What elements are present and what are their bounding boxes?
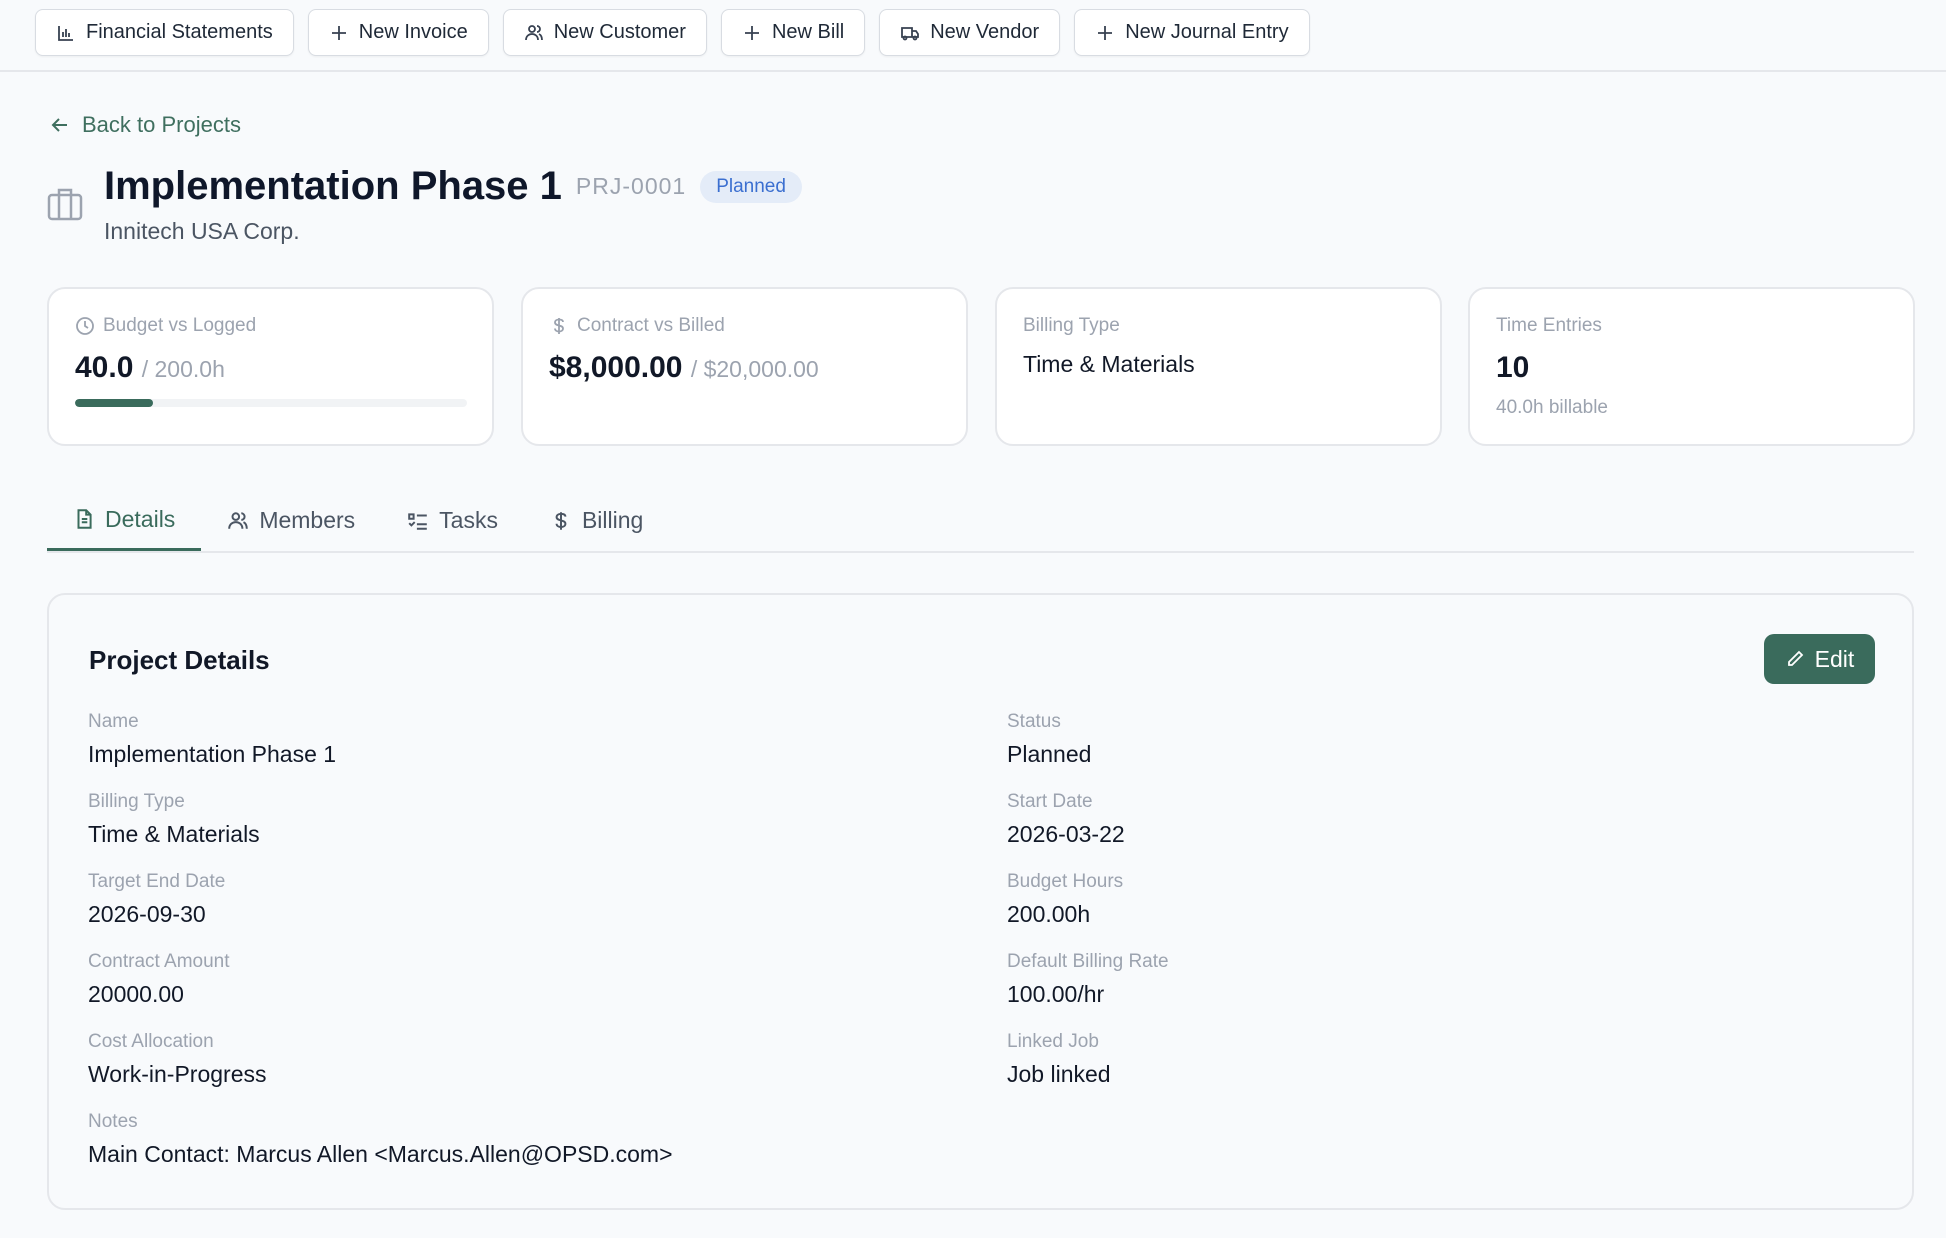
field-label: Billing Type — [88, 791, 185, 812]
budget-progress-bar — [75, 399, 467, 407]
truck-icon — [901, 26, 920, 40]
detail-field: Budget Hours 200.00h — [1007, 871, 1123, 928]
back-to-projects-link[interactable]: Back to Projects — [50, 112, 241, 138]
new-invoice-button[interactable]: New Invoice — [307, 9, 489, 56]
financial-statements-button[interactable]: Financial Statements — [35, 9, 294, 56]
tab-label: Tasks — [439, 507, 498, 533]
field-label: Status — [1007, 711, 1061, 732]
field-label: Linked Job — [1007, 1031, 1099, 1052]
field-label: Start Date — [1007, 791, 1093, 812]
button-label: Financial Statements — [86, 21, 273, 43]
project-header: Implementation Phase 1 PRJ-0001 Planned — [104, 164, 802, 209]
tab-billing[interactable]: Billing — [524, 490, 669, 551]
users-icon — [228, 511, 249, 529]
billed-amount: $8,000.00 — [549, 351, 683, 384]
quick-actions-toolbar: Financial Statements New Invoice New Cus… — [0, 0, 1946, 72]
budget-hours: / 200.0h — [141, 356, 225, 382]
time-entries-count: 10 — [1496, 351, 1530, 384]
detail-field: Contract Amount 20000.00 — [88, 951, 230, 1008]
card-label: Budget vs Logged — [103, 315, 257, 336]
status-badge: Planned — [700, 170, 802, 203]
tab-members[interactable]: Members — [201, 490, 381, 551]
card-label: Billing Type — [1023, 315, 1120, 336]
detail-field: Start Date 2026-03-22 — [1007, 791, 1125, 848]
project-details-panel: Project Details Edit Name Implementation … — [47, 593, 1914, 1210]
card-label: Contract vs Billed — [577, 315, 725, 336]
bar-chart-icon — [58, 25, 73, 41]
detail-field: Default Billing Rate 100.00/hr — [1007, 951, 1169, 1008]
time-entries-card: Time Entries 10 40.0h billable — [1468, 287, 1915, 446]
field-value: Work-in-Progress — [88, 1061, 267, 1087]
button-label: New Vendor — [930, 21, 1040, 43]
button-label: New Journal Entry — [1125, 21, 1289, 43]
tab-tasks[interactable]: Tasks — [381, 490, 524, 551]
button-label: New Invoice — [358, 21, 468, 43]
detail-field: Target End Date 2026-09-30 — [88, 871, 225, 928]
detail-field: Linked Job Job linked — [1007, 1031, 1111, 1088]
field-value: Implementation Phase 1 — [88, 741, 337, 767]
users-icon — [524, 24, 543, 40]
tab-label: Details — [105, 505, 176, 532]
detail-field: Name Implementation Phase 1 — [88, 711, 336, 768]
new-vendor-button[interactable]: New Vendor — [879, 9, 1061, 56]
dollar-icon — [554, 318, 564, 334]
field-label: Budget Hours — [1007, 871, 1124, 892]
dollar-icon — [555, 511, 567, 530]
field-value: 200.00h — [1007, 901, 1091, 927]
field-value: 20000.00 — [88, 981, 184, 1007]
plus-icon — [331, 25, 346, 40]
customer-name: Innitech USA Corp. — [104, 218, 300, 244]
tab-label: Members — [259, 507, 356, 533]
list-checks-icon — [408, 512, 427, 530]
field-value: Time & Materials — [88, 821, 260, 847]
field-value: Job linked — [1007, 1061, 1111, 1087]
briefcase-icon — [47, 188, 83, 221]
detail-field: Cost Allocation Work-in-Progress — [88, 1031, 267, 1088]
clock-icon — [76, 317, 94, 335]
field-value: 100.00/hr — [1007, 981, 1105, 1007]
section-title: Project Details — [89, 645, 270, 675]
edit-button[interactable]: Edit — [1764, 634, 1875, 684]
field-value: Planned — [1007, 741, 1092, 767]
budget-card: Budget vs Logged 40.0 / 200.0h — [47, 287, 494, 446]
tab-details[interactable]: Details — [47, 490, 202, 551]
plus-icon — [1098, 25, 1113, 40]
document-icon — [77, 509, 92, 529]
billing-type-card: Billing Type Time & Materials — [995, 287, 1442, 446]
card-label: Time Entries — [1496, 315, 1602, 336]
plus-icon — [744, 25, 759, 40]
button-label: New Bill — [771, 21, 845, 43]
field-value: Main Contact: Marcus Allen <Marcus.Allen… — [88, 1141, 673, 1167]
billable-hours: 40.0h billable — [1496, 397, 1608, 418]
detail-field: Billing Type Time & Materials — [88, 791, 260, 848]
field-value: 2026-03-22 — [1007, 821, 1125, 847]
field-label: Name — [88, 711, 139, 732]
billing-type-value: Time & Materials — [1023, 351, 1195, 377]
field-label: Contract Amount — [88, 951, 230, 972]
project-code: PRJ-0001 — [575, 173, 687, 199]
new-journal-entry-button[interactable]: New Journal Entry — [1074, 9, 1310, 56]
tab-label: Billing — [581, 507, 644, 533]
pencil-icon — [1787, 650, 1803, 666]
field-label: Cost Allocation — [88, 1031, 214, 1052]
field-label: Notes — [88, 1111, 138, 1132]
tab-bar: Details Members Tasks Billing — [47, 490, 1914, 553]
contract-card: Contract vs Billed $8,000.00 / $20,000.0… — [521, 287, 968, 446]
new-customer-button[interactable]: New Customer — [502, 9, 707, 56]
edit-label: Edit — [1814, 645, 1855, 672]
new-bill-button[interactable]: New Bill — [720, 9, 866, 56]
field-label: Target End Date — [88, 871, 226, 892]
page-title: Implementation Phase 1 — [104, 164, 562, 208]
detail-field: Notes Main Contact: Marcus Allen <Marcus.… — [88, 1111, 673, 1168]
progress-fill — [75, 399, 154, 407]
button-label: New Customer — [553, 21, 686, 43]
arrow-left-icon — [51, 118, 67, 132]
field-value: 2026-09-30 — [88, 901, 206, 927]
detail-field: Status Planned — [1007, 711, 1091, 768]
back-link-label: Back to Projects — [82, 112, 241, 137]
contract-amount: / $20,000.00 — [690, 356, 819, 382]
logged-hours: 40.0 — [75, 351, 134, 384]
field-label: Default Billing Rate — [1007, 951, 1169, 972]
